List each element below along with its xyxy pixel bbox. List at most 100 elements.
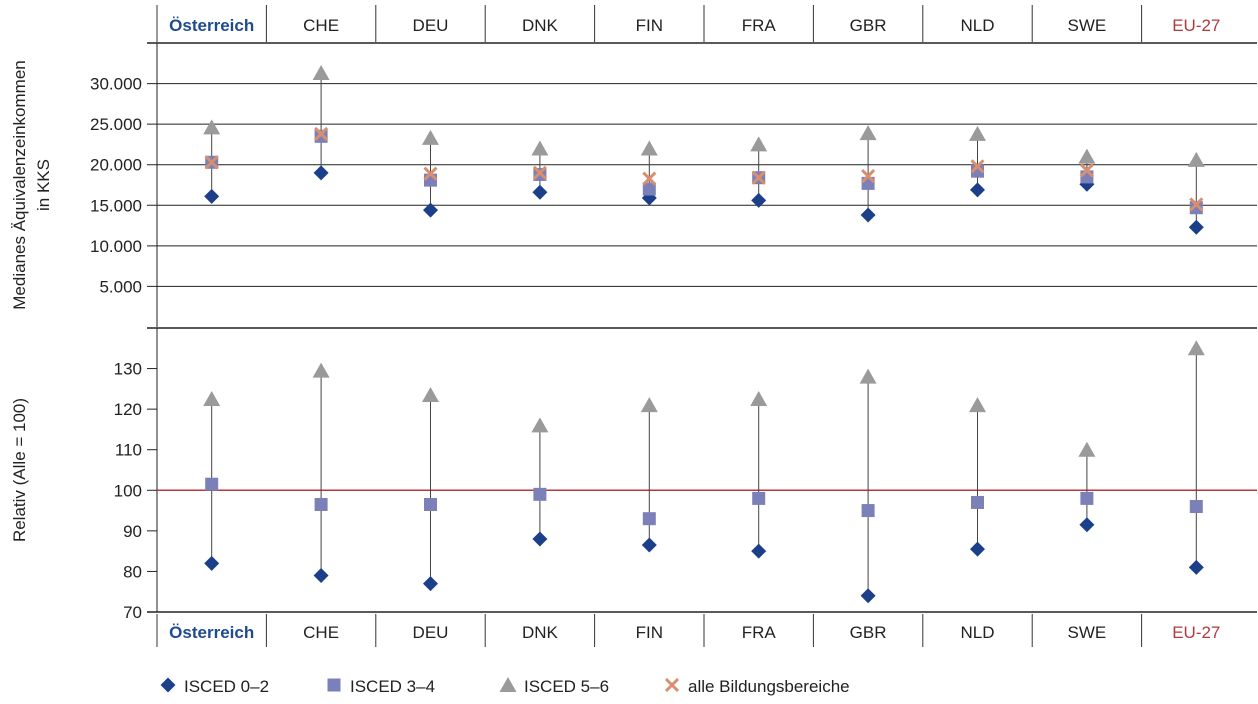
point-x [204, 155, 219, 170]
point-diamond [423, 202, 438, 218]
header-category-label: Österreich [169, 16, 254, 35]
point-square [642, 182, 656, 196]
point-diamond [532, 184, 548, 200]
point-square [205, 477, 219, 491]
legend-label: alle Bildungsbereiche [688, 677, 850, 696]
y-axis-label: Relativ (Alle = 100) [10, 398, 29, 542]
point-diamond [532, 531, 548, 547]
legend-triangle-icon [499, 677, 517, 692]
y-tick-label: 25.000 [90, 115, 142, 134]
point-square [642, 512, 656, 526]
point-triangle [312, 65, 330, 81]
header-category-label: CHE [303, 16, 339, 35]
y-tick-label: 120 [114, 400, 142, 419]
point-x [423, 166, 438, 181]
point-x [532, 165, 547, 180]
header-category-label: DEU [413, 16, 449, 35]
point-x [861, 169, 876, 184]
point-x [970, 159, 985, 174]
legend-label: ISCED 5–6 [524, 677, 609, 696]
footer-category-label: EU-27 [1172, 623, 1220, 642]
y-tick-label: 70 [123, 603, 142, 622]
footer-category-label: DEU [413, 623, 449, 642]
y-tick-label: 130 [114, 360, 142, 379]
legend-square-icon [327, 678, 341, 692]
y-axis-label: Medianes Äquivalenzeinkommen [10, 60, 29, 309]
y-tick-label: 5.000 [99, 277, 142, 296]
point-diamond [423, 576, 438, 592]
point-diamond [313, 165, 329, 181]
point-diamond [1188, 219, 1204, 235]
y-tick-label: 90 [123, 522, 142, 541]
point-triangle [640, 397, 658, 413]
y-axis-label: in KKS [34, 159, 53, 211]
point-x [314, 126, 329, 141]
legend-diamond-icon [160, 677, 176, 693]
point-triangle [422, 386, 439, 402]
footer-category-label: FIN [636, 623, 663, 642]
point-square [533, 487, 547, 501]
footer-category-label: NLD [960, 623, 994, 642]
header-category-label: FRA [742, 16, 777, 35]
legend-label: ISCED 0–2 [184, 677, 269, 696]
y-tick-label: 15.000 [90, 196, 142, 215]
y-tick-label: 20.000 [90, 156, 142, 175]
point-diamond [751, 543, 767, 559]
point-square [1189, 500, 1203, 514]
point-triangle [859, 125, 877, 141]
point-x [1079, 163, 1094, 178]
point-diamond [1079, 517, 1095, 533]
y-tick-label: 10.000 [90, 237, 142, 256]
footer-category-label: DNK [522, 623, 559, 642]
point-triangle [969, 397, 986, 413]
point-x [751, 170, 766, 185]
point-diamond [970, 541, 985, 557]
point-diamond [204, 555, 220, 571]
point-diamond [860, 588, 876, 604]
point-triangle [750, 136, 768, 152]
point-diamond [1188, 559, 1204, 575]
footer-category-label: CHE [303, 623, 339, 642]
point-triangle [203, 391, 221, 406]
point-x [1189, 197, 1204, 212]
point-triangle [1078, 148, 1096, 164]
point-triangle [640, 140, 658, 156]
point-diamond [751, 192, 767, 208]
y-tick-label: 80 [123, 562, 142, 581]
footer-category-label: FRA [742, 623, 777, 642]
point-diamond [313, 567, 329, 583]
footer-category-label: GBR [850, 623, 887, 642]
legend-x-icon [664, 677, 680, 693]
point-triangle [422, 129, 439, 145]
header-category-label: GBR [850, 16, 887, 35]
y-tick-label: 30.000 [90, 75, 142, 94]
header-category-label: EU-27 [1172, 16, 1220, 35]
point-triangle [750, 391, 768, 406]
point-triangle [1187, 151, 1205, 167]
point-square [971, 495, 984, 509]
point-square [314, 497, 328, 511]
point-triangle [312, 362, 330, 378]
point-square [752, 491, 766, 505]
legend-label: ISCED 3–4 [350, 677, 435, 696]
point-square [1080, 491, 1094, 505]
point-triangle [969, 125, 986, 141]
header-category-label: NLD [960, 16, 994, 35]
point-square [424, 497, 437, 511]
point-square [861, 504, 875, 518]
header-category-label: DNK [522, 16, 559, 35]
y-tick-label: 100 [114, 481, 142, 500]
header-category-label: FIN [636, 16, 663, 35]
point-square [1189, 201, 1203, 215]
footer-category-label: SWE [1068, 623, 1107, 642]
header-category-label: SWE [1068, 16, 1107, 35]
point-triangle [859, 368, 877, 384]
point-diamond [641, 537, 657, 553]
point-diamond [204, 188, 220, 204]
y-tick-label: 110 [115, 441, 142, 460]
point-triangle [531, 140, 549, 156]
footer-category-label: Österreich [169, 623, 254, 642]
point-triangle [1187, 340, 1205, 356]
